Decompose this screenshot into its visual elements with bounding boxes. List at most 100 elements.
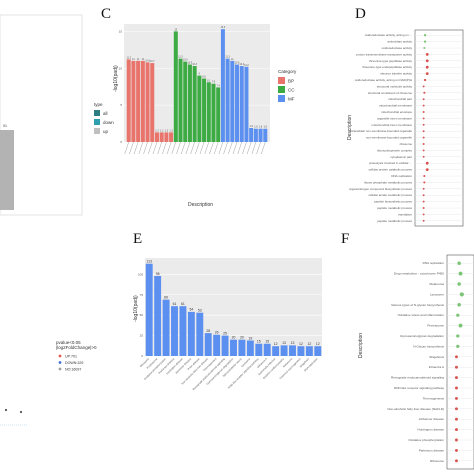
panel-d-dot [425, 72, 429, 76]
panel-d-dot [423, 181, 426, 184]
panel-e-bar [154, 275, 162, 356]
panel-c-x-tick [133, 141, 139, 155]
panel-f-category-label: Influenza A [429, 365, 445, 369]
panel-c-bar [154, 132, 159, 142]
panel-e-bar [213, 334, 221, 356]
panel-c-bar-value-label: 10.5 [235, 62, 240, 65]
panel-c-legend: BP CC MF [278, 77, 295, 102]
panel-label-d: D [355, 6, 366, 22]
panel-b-point [4, 408, 8, 412]
panel-c-bar-value-label: 11.2 [126, 56, 131, 59]
panel-c-bar-value-label: 10.2 [244, 64, 249, 67]
panel-d-category-label: cellular protein catabolic process [368, 168, 412, 172]
panel-d-dot [423, 91, 426, 94]
panel-e-bar-value-label: 12 [274, 342, 278, 346]
panel-c-bar [173, 31, 178, 142]
panel-c-x-tick [138, 141, 144, 155]
panel-c-bar [178, 58, 183, 142]
panel-d-category-label: translation [398, 212, 412, 216]
panel-d-dot [422, 143, 425, 145]
panel-f-category-label: Oxidative phosphorylation [408, 438, 444, 442]
panel-e-bar-value-label: 13 [291, 341, 295, 345]
panel-c-bar [239, 66, 244, 142]
panel-c-x-tick [181, 141, 186, 155]
panel-d-dot [422, 187, 425, 190]
panel-d-dot [423, 46, 426, 50]
panel-c-x-ticks [124, 141, 266, 155]
panel-d-dot [425, 65, 429, 69]
panel-d-dot [422, 219, 425, 222]
panel-f-plot-frame [446, 254, 474, 470]
panel-e: 113 98 69 61 61 54 53 28 26 25 20 20 19 15 15 12 13 13 12 1… [133, 258, 322, 391]
panel-a-legend-swatch [94, 128, 100, 134]
panel-d-dot [422, 104, 425, 107]
panel-c-x-tick [143, 141, 148, 155]
panel-c-bar [258, 128, 263, 142]
panel-d-category-label: oxidoreductase activity, acting on ... [365, 33, 412, 37]
panel-f-category-labels: DNA replication Drug metabolism - cytochr… [387, 261, 445, 463]
panel-c-bar-value-label: 1.9 [249, 125, 253, 128]
panel-d-dot [422, 130, 425, 133]
panel-d-category-label: proton transmembrane transporter activit… [356, 52, 412, 56]
panel-e-x-tick-label: Ribosome [139, 356, 150, 367]
panel-c-bar-value-label: 11 [137, 58, 140, 61]
panel-c-bar-value-label: 1.3 [155, 129, 159, 132]
panel-e-bar-value-label: 15 [265, 340, 269, 344]
panel-d-category-label: proteolysis involved in cellular ... [369, 161, 412, 165]
panel-f-category-label: Parkinson disease [419, 448, 445, 452]
panel-c-bar-value-label: 11 [142, 58, 145, 61]
panel-c-bars: 11.2 11 11 11 10.8 10.71.3 1.3 1.3 1.31511.310.9… [126, 26, 268, 143]
panel-c-x-tick [195, 141, 200, 155]
panel-e-y-tick-label: 50 [140, 313, 144, 317]
panel-e-bar [145, 263, 153, 356]
panel-a-bar-label: 01 [3, 124, 7, 128]
panel-c-bar [164, 132, 169, 142]
panel-c-x-tick [237, 141, 242, 155]
panel-d-category-label: organelle inner membrane [377, 116, 412, 120]
panel-c-x-tick [129, 141, 134, 155]
panel-e-bar [255, 343, 263, 356]
panel-e-bar-value-label: 61 [173, 302, 177, 306]
panel-d-category-label: mitochondrial inner membrane [371, 123, 412, 127]
panel-c-bar [140, 60, 145, 142]
panel-d-category-labels: oxidoreductase activity, acting on ... an… [349, 33, 413, 223]
panel-f-category-label: Various types of N-glycan biosynthesis [391, 303, 444, 307]
panel-e-bar [246, 340, 254, 356]
panel-e-bar-value-label: 20 [232, 335, 236, 339]
panel-e-x-tick-label: Melanoma [282, 356, 294, 368]
panel-c-bar-value-label: 11 [132, 58, 135, 61]
panel-c-bar [235, 64, 240, 142]
panel-f-category-label: DNA replication [423, 261, 445, 265]
panel-e-bar [289, 345, 296, 356]
panel-f-dot [455, 365, 458, 369]
panel-f-dot [455, 407, 458, 411]
panel-e-bars: 113 98 69 61 61 54 53 28 26 25 20 20 19 15 15 12 13 13 12 1… [145, 260, 322, 356]
panel-a-legend-label: down [103, 120, 114, 125]
panel-e-bar [263, 343, 271, 356]
panel-d-dot [425, 161, 429, 165]
panel-d-dot [425, 52, 429, 56]
panel-c-bar-value-label: 1.8 [259, 126, 263, 129]
panel-c-legend-label: CC [288, 88, 295, 93]
panel-d-category-label: cellular amide metabolic process [368, 193, 412, 197]
panel-e-bar [187, 311, 195, 356]
panel-c-bar [220, 29, 225, 143]
panel-d-category-label: mitochondrial membrane [379, 104, 412, 108]
panel-e-bar [280, 345, 288, 356]
panel-f-dot [455, 459, 458, 463]
panel-c-bar-value-label: 15.3 [221, 26, 226, 29]
panel-d-dot [422, 136, 425, 139]
panel-c-bar [253, 128, 258, 142]
panel-f-category-label: Glycosaminoglycan degradation [400, 334, 444, 338]
panel-f-dot [456, 344, 460, 348]
panel-d-dot [422, 98, 425, 101]
panel-a-legend: all down up [94, 110, 114, 134]
panel-c-x-tick [176, 141, 181, 155]
panel-c-x-tick [190, 141, 195, 155]
panel-c-bar [211, 83, 216, 142]
panel-f-category-label: Oxidative stress and inflammation [398, 313, 445, 317]
panel-b-legend-dot [58, 354, 62, 358]
panel-c-x-tick [166, 141, 172, 155]
panel-f-category-label: Non-alcoholic fatty liver disease (NAFLD… [387, 407, 444, 411]
panel-c-bar [202, 78, 207, 142]
